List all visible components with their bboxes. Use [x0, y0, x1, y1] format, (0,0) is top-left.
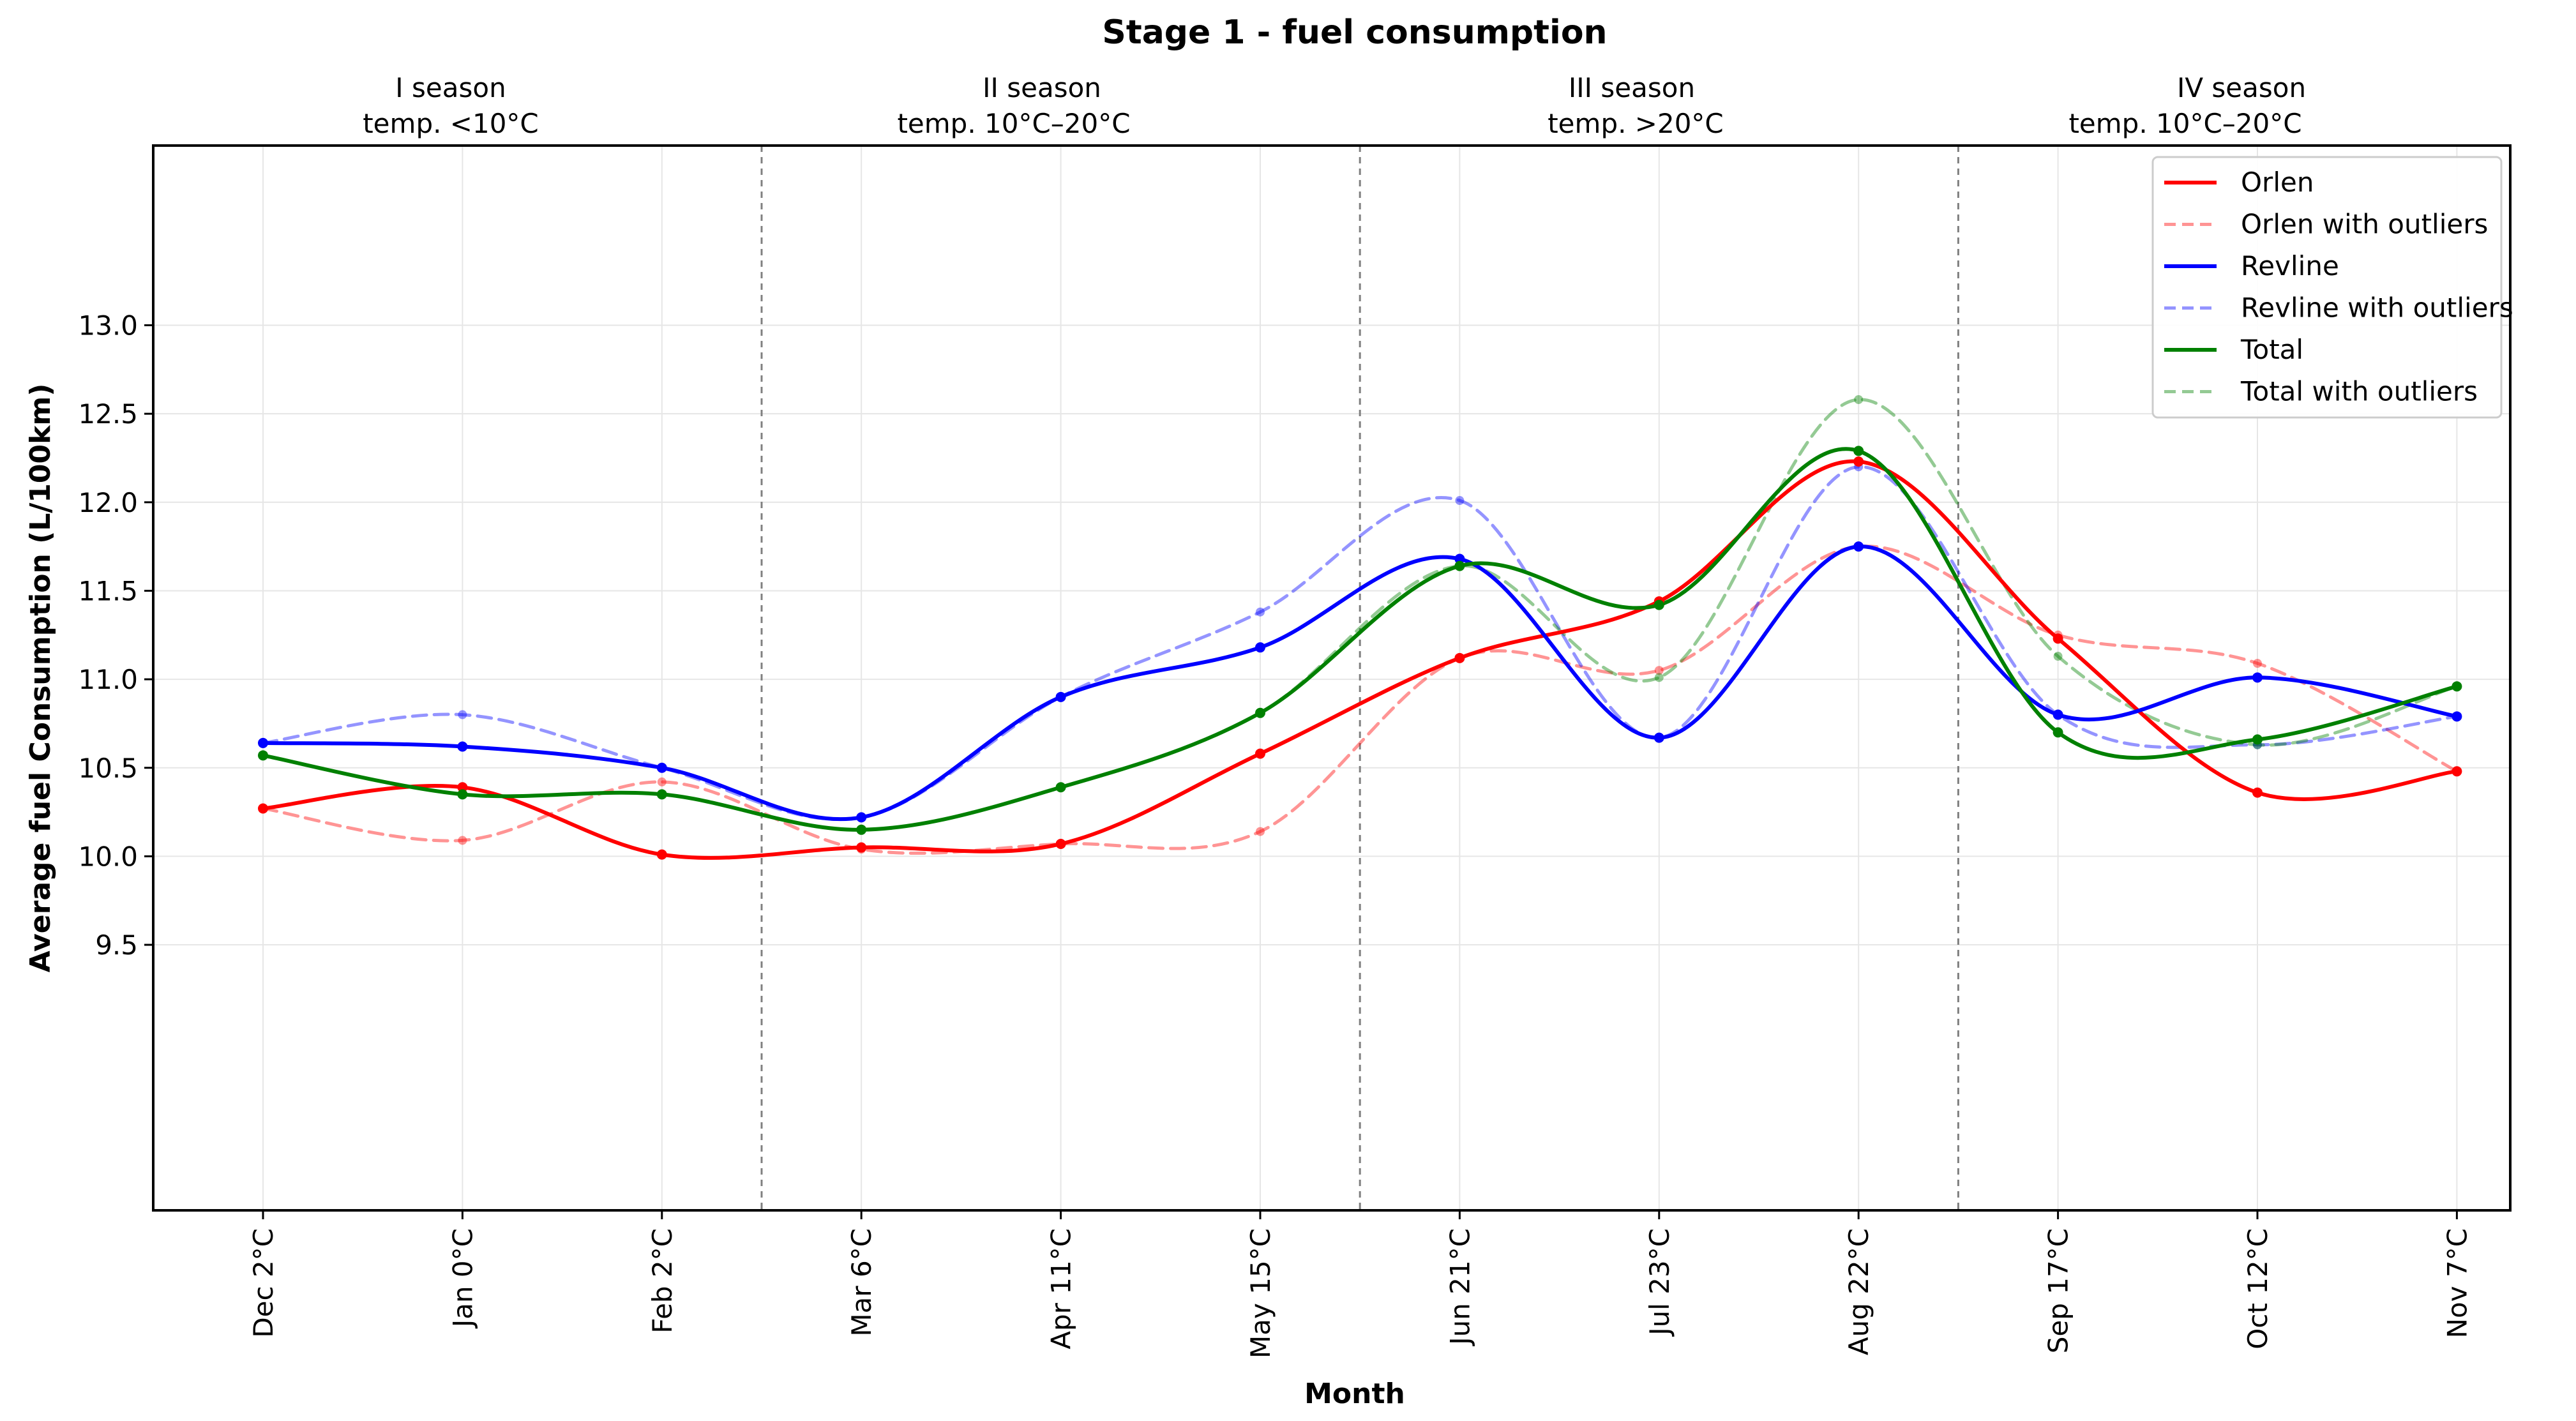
point-total-6	[1454, 560, 1465, 571]
point-total-11	[2452, 681, 2462, 692]
point-orlen-2	[656, 849, 667, 860]
x-tick-label: Sep 17°C	[2043, 1228, 2074, 1353]
season-4-temp: temp. 10°C–20°C	[2068, 108, 2301, 139]
season-4-name: IV season	[2177, 72, 2306, 103]
season-2-name: II season	[983, 72, 1101, 103]
season-1-temp: temp. <10°C	[363, 108, 539, 139]
point-revline-11	[2452, 711, 2462, 722]
point-revline-4	[1055, 691, 1066, 702]
legend-label: Orlen with outliers	[2241, 209, 2488, 240]
point-revline-8	[1853, 541, 1864, 552]
point-orlen-with-outliers-2	[657, 777, 667, 786]
point-orlen-1	[457, 782, 468, 793]
x-tick-label: Mar 6°C	[846, 1228, 877, 1337]
point-revline-2	[656, 762, 667, 773]
y-tick-label: 10.5	[78, 753, 138, 784]
point-revline-1	[457, 741, 468, 752]
point-orlen-10	[2252, 787, 2263, 798]
point-orlen-0	[258, 803, 268, 814]
series-line-orlen	[261, 459, 2459, 860]
y-tick-label: 13.0	[78, 310, 138, 342]
point-total-2	[656, 789, 667, 800]
x-axis-label: Month	[1304, 1378, 1405, 1410]
point-total-8	[1853, 446, 1864, 456]
legend-label: Total	[2240, 334, 2303, 365]
y-tick-label: 9.5	[95, 929, 138, 961]
point-orlen-with-outliers-7	[1654, 666, 1664, 675]
point-revline-0	[258, 737, 268, 748]
series-line-total-with-outliers	[261, 398, 2459, 832]
season-3-name: III season	[1569, 72, 1695, 103]
y-tick-label: 12.5	[78, 398, 138, 430]
season-1-name: I season	[395, 72, 506, 103]
x-tick-label: Dec 2°C	[248, 1228, 279, 1338]
point-orlen-6	[1454, 652, 1465, 663]
legend-label: Revline	[2241, 250, 2339, 282]
point-total-with-outliers-7	[1654, 673, 1664, 682]
point-revline-with-outliers-6	[1455, 496, 1465, 506]
point-total-3	[856, 824, 867, 835]
x-tick-label: Aug 22°C	[1843, 1228, 1874, 1355]
legend-label: Revline with outliers	[2241, 292, 2513, 324]
x-tick-label: Jul 23°C	[1644, 1228, 1675, 1337]
legend-label: Orlen	[2241, 167, 2314, 198]
x-tick-label: Jun 21°C	[1444, 1228, 1475, 1347]
point-orlen-with-outliers-10	[2253, 659, 2262, 668]
point-revline-10	[2252, 672, 2263, 683]
y-tick-label: 11.5	[78, 575, 138, 606]
legend-label: Total with outliers	[2240, 376, 2478, 407]
series-line-orlen-with-outliers	[261, 545, 2459, 855]
x-tick-label: Oct 12°C	[2242, 1228, 2273, 1350]
legend: Orlen Orlen with outliers Revline Revline w…	[2151, 156, 2513, 419]
point-total-with-outliers-8	[1854, 395, 1864, 404]
point-orlen-5	[1255, 748, 1265, 759]
x-tick-label: Feb 2°C	[647, 1228, 678, 1334]
y-tick-label: 12.0	[78, 487, 138, 518]
point-orlen-8	[1853, 456, 1864, 467]
y-tick-label: 10.0	[78, 841, 138, 872]
point-orlen-3	[856, 842, 867, 853]
point-total-with-outliers-9	[2053, 652, 2063, 661]
point-total-10	[2252, 734, 2263, 745]
point-total-9	[2053, 727, 2063, 738]
season-labels: I season temp. <10°C II season temp. 10°…	[363, 72, 2306, 139]
x-axis-ticks: Dec 2°C Jan 0°C Feb 2°C Mar 6°C Apr 11°C May …	[248, 1210, 2473, 1358]
season-dividers	[760, 146, 1959, 1210]
point-orlen-4	[1055, 838, 1066, 849]
y-axis-ticks: 9.5 10.0 10.5 11.0 11.5 12.0 12.5 13.0	[78, 310, 153, 961]
chart-title: Stage 1 - fuel consumption	[1102, 13, 1607, 52]
plot-frame	[152, 144, 2512, 1212]
point-total-7	[1653, 599, 1664, 610]
x-tick-label: May 15°C	[1245, 1228, 1276, 1358]
season-3-temp: temp. >20°C	[1548, 108, 1724, 139]
x-tick-label: Jan 0°C	[447, 1228, 478, 1329]
point-revline-5	[1255, 642, 1265, 653]
x-tick-label: Nov 7°C	[2441, 1228, 2473, 1338]
point-revline-7	[1653, 732, 1664, 743]
point-total-5	[1255, 707, 1265, 718]
point-orlen-11	[2452, 766, 2462, 777]
y-axis-label: Average fuel Consumption (L/100km)	[24, 384, 57, 973]
series-points	[258, 395, 2462, 860]
grid	[153, 146, 2510, 1210]
point-revline-3	[856, 812, 867, 823]
point-revline-with-outliers-1	[458, 710, 467, 719]
point-orlen-9	[2053, 633, 2063, 644]
point-orlen-with-outliers-5	[1256, 827, 1265, 836]
point-total-4	[1055, 782, 1066, 793]
y-tick-label: 11.0	[78, 664, 138, 695]
point-revline-6	[1454, 553, 1465, 564]
point-total-0	[258, 750, 268, 761]
x-tick-label: Apr 11°C	[1046, 1228, 1077, 1350]
point-revline-with-outliers-5	[1256, 607, 1265, 617]
point-revline-9	[2053, 709, 2063, 720]
season-2-temp: temp. 10°C–20°C	[897, 108, 1130, 139]
legend-box	[2151, 156, 2503, 419]
point-total-1	[457, 789, 468, 800]
point-orlen-with-outliers-1	[458, 836, 467, 845]
